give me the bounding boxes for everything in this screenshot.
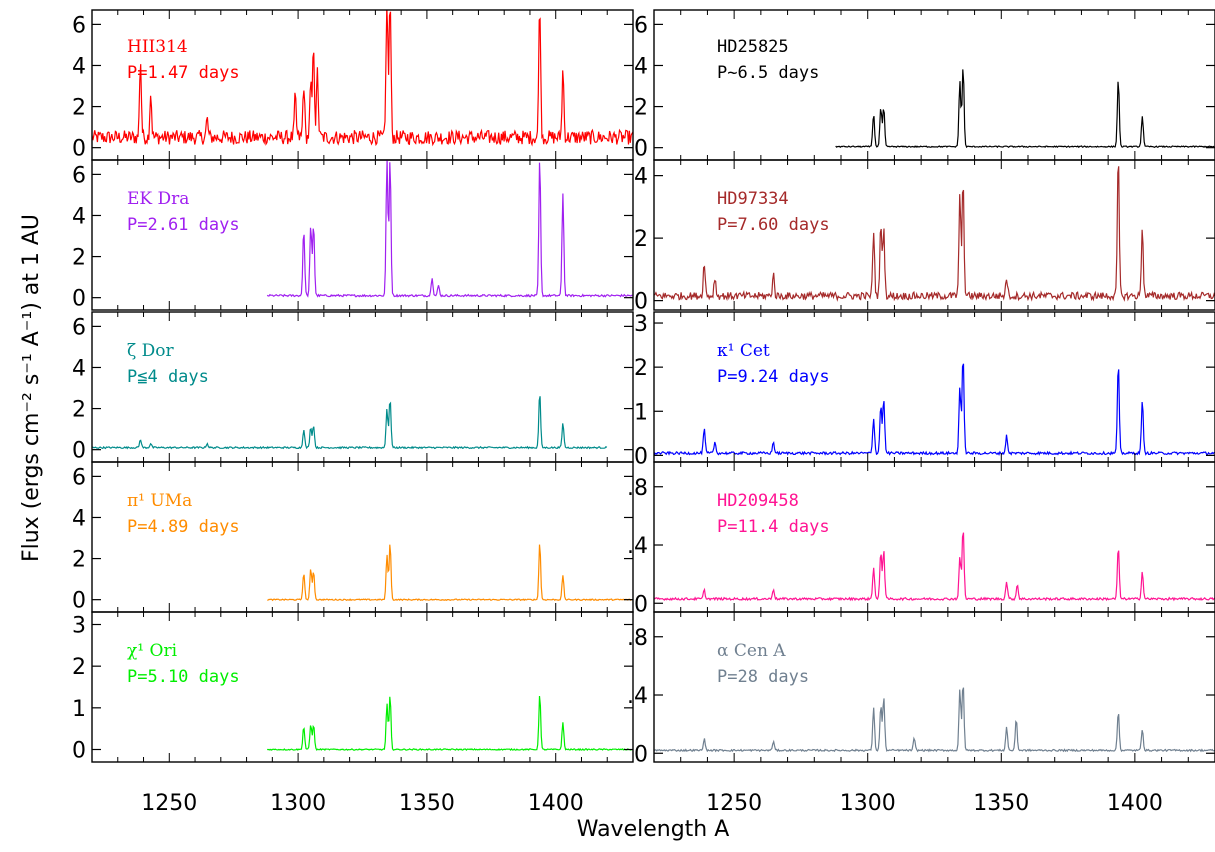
period-label: P=28 days [717, 667, 809, 687]
x-tick-label: 1350 [399, 791, 455, 816]
panel-left-0: 0 2 4 6 HII314 P=1.47 days [72, 9, 634, 162]
star-name-label: κ¹ Cet [717, 341, 770, 361]
y-tick-label: 0 [634, 137, 648, 162]
star-name-label: HD209458 [717, 491, 799, 511]
spectrum-line [266, 695, 633, 752]
x-tick-label: 1300 [840, 791, 896, 816]
panel-frame [91, 461, 634, 613]
y-tick-label: 2 [634, 96, 648, 121]
period-label: P=1.47 days [127, 63, 240, 83]
period-label: P≦4 days [127, 367, 209, 387]
panel-frame [91, 159, 634, 311]
x-tick-label: 1400 [1107, 791, 1163, 816]
panel-left-2: 0 2 4 6 ζ Dor P≦4 days [72, 311, 634, 464]
y-tick-label: 4 [72, 356, 86, 381]
y-tick-label: 0 [634, 592, 648, 617]
y-tick-label: 0 [634, 444, 648, 469]
panel-frame [653, 159, 1215, 311]
y-tick-label: 6 [72, 13, 86, 38]
panel-right-0: 0 2 4 6 HD25825 P~6.5 days [634, 9, 1215, 162]
period-label: P=11.4 days [717, 517, 830, 537]
y-tick-label: 3 [634, 312, 648, 337]
panel-right-3: 0 .4 .8 HD209458 P=11.4 days [627, 461, 1215, 617]
y-tick-label: 3 [72, 614, 86, 639]
y-tick-label: 4 [72, 506, 86, 531]
y-tick-label: 2 [72, 96, 86, 121]
spectrum-line [654, 532, 1215, 602]
y-tick-label: 1 [634, 400, 648, 425]
y-tick-label: .8 [627, 476, 648, 501]
panel-right-4: 0 .4 .8 α Cen A P=28 days [627, 611, 1215, 767]
y-tick-label: 6 [72, 465, 86, 490]
y-tick-label: .4 [627, 534, 648, 559]
spectrum-line [267, 544, 633, 602]
spectrum-line [92, 396, 608, 450]
y-tick-label: 6 [72, 163, 86, 188]
y-tick-label: 1 [72, 697, 86, 722]
x-tick-label: 1350 [973, 791, 1029, 816]
panel-frame [653, 311, 1215, 463]
period-label: P=4.89 days [127, 517, 240, 537]
panel-frame [91, 311, 634, 463]
period-label: P=9.24 days [717, 367, 830, 387]
panel-frame [653, 461, 1215, 613]
star-name-label: HII314 [127, 37, 188, 57]
period-label: P=2.61 days [127, 215, 240, 235]
x-tick-label: 1300 [270, 791, 326, 816]
star-name-label: ζ Dor [127, 341, 174, 361]
spectrum-line [835, 69, 1215, 149]
period-label: P=5.10 days [127, 667, 240, 687]
y-tick-label: .4 [627, 684, 648, 709]
y-tick-label: 0 [72, 589, 86, 614]
period-label: P~6.5 days [717, 63, 819, 83]
y-tick-label: 0 [72, 439, 86, 464]
y-tick-label: 0 [634, 290, 648, 315]
y-tick-label: 4 [634, 165, 648, 190]
star-name-label: HD97334 [717, 189, 789, 209]
x-tick-label: 1250 [141, 791, 197, 816]
x-tick-label: 1250 [706, 791, 762, 816]
x-tick-label: 1400 [528, 791, 584, 816]
panel-grid: 0 2 4 6 HII314 P=1.47 days 0 2 4 6 EK Dra P=2.61 da… [72, 9, 1215, 816]
star-name-label: EK Dra [127, 189, 189, 209]
spectrum-line [654, 363, 1215, 456]
y-tick-label: 2 [634, 227, 648, 252]
star-name-label: π¹ UMa [127, 491, 192, 511]
spectrum-line [266, 160, 633, 298]
panel-left-1: 0 2 4 6 EK Dra P=2.61 days [72, 159, 634, 312]
spectrum-line [654, 687, 1215, 753]
y-tick-label: 2 [634, 356, 648, 381]
panel-left-3: 0 2 4 6 π¹ UMa P=4.89 days [72, 461, 634, 614]
y-tick-label: 4 [634, 54, 648, 79]
star-name-label: HD25825 [717, 37, 789, 57]
y-tick-label: 2 [72, 548, 86, 573]
y-tick-label: 2 [72, 398, 86, 423]
y-tick-label: 2 [72, 655, 86, 680]
panel-right-2: 0 1 2 3 κ¹ Cet P=9.24 days [634, 311, 1215, 469]
y-tick-label: 0 [72, 287, 86, 312]
y-tick-label: 0 [72, 137, 86, 162]
star-name-label: α Cen A [717, 641, 786, 661]
spectrum-line [92, 10, 633, 147]
y-tick-label: 0 [634, 742, 648, 767]
y-tick-label: 2 [72, 246, 86, 271]
panel-frame [91, 611, 634, 763]
y-tick-label: .8 [627, 626, 648, 651]
panel-frame [653, 611, 1215, 763]
period-label: P=7.60 days [717, 215, 830, 235]
y-tick-label: 4 [72, 204, 86, 229]
y-tick-label: 4 [72, 54, 86, 79]
panel-frame [653, 9, 1215, 161]
x-axis-label: Wavelength A [577, 817, 730, 842]
panel-left-4: 0 1 2 3 χ¹ Ori P=5.10 days [72, 611, 634, 764]
spectrum-line [654, 166, 1215, 302]
y-axis-label: Flux (ergs cm⁻² s⁻¹ A⁻¹) at 1 AU [19, 214, 44, 562]
y-tick-label: 0 [72, 739, 86, 764]
panel-right-1: 0 2 4 HD97334 P=7.60 days [634, 159, 1215, 315]
star-name-label: χ¹ Ori [127, 641, 178, 661]
y-tick-label: 6 [72, 315, 86, 340]
y-tick-label: 6 [634, 13, 648, 38]
